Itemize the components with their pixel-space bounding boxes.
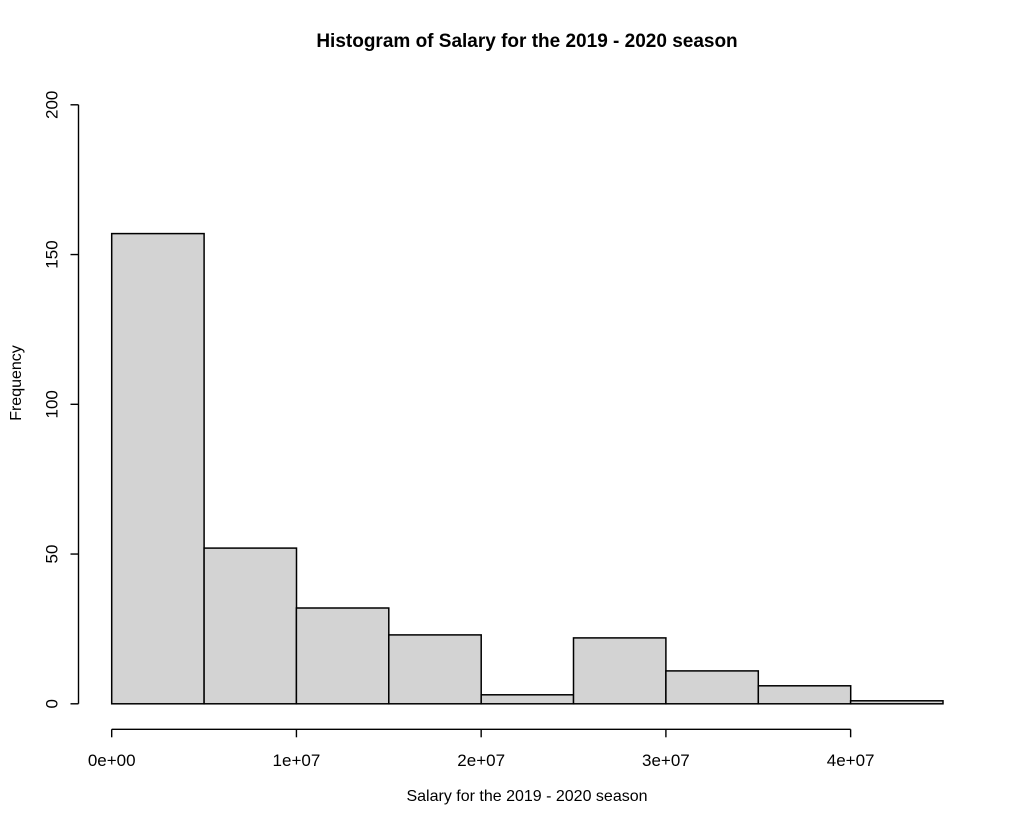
axes-group: 0e+00 1e+07 2e+07 3e+07 4e+07 0 50 100 150 200 (43, 91, 875, 770)
x-tick-label: 4e+07 (827, 751, 875, 770)
histogram-bar (295, 607, 390, 705)
histogram-bar (388, 634, 482, 705)
y-tick-label: 150 (43, 240, 62, 268)
y-axis-title: Frequency (8, 345, 25, 421)
y-tick-label: 50 (43, 545, 62, 564)
histogram-bar (849, 700, 944, 705)
histogram-bar (480, 694, 575, 705)
x-tick-label: 1e+07 (273, 751, 321, 770)
histogram-bar (757, 685, 852, 705)
histogram-bar (665, 670, 760, 705)
histogram-bar (572, 637, 667, 705)
y-tick-label: 200 (43, 91, 62, 119)
histogram-bar (110, 232, 205, 705)
x-tick-label: 3e+07 (642, 751, 690, 770)
y-tick-label: 100 (43, 390, 62, 418)
chart-title: Histogram of Salary for the 2019 - 2020 … (316, 31, 737, 52)
x-tick-label: 2e+07 (457, 751, 505, 770)
x-axis-title: Salary for the 2019 - 2020 season (406, 788, 647, 805)
bars-group (110, 232, 944, 705)
y-tick-label: 0 (43, 699, 62, 708)
x-tick-label: 0e+00 (88, 751, 136, 770)
histogram-bar (203, 547, 298, 705)
